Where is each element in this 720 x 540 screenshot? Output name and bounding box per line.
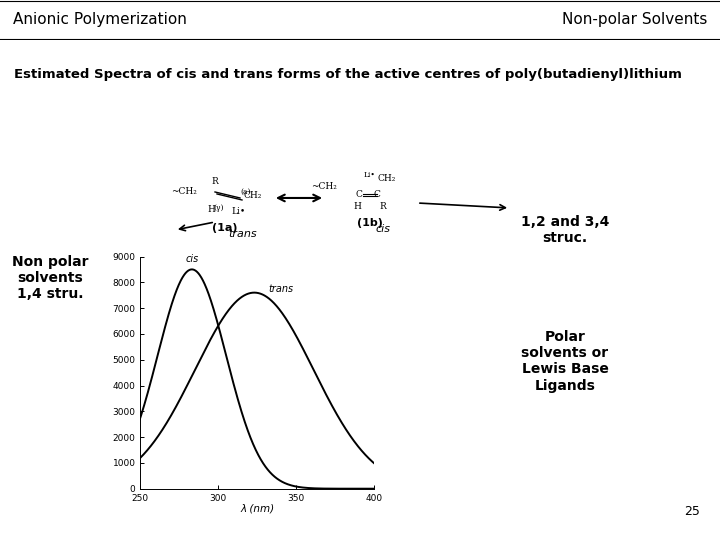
- Text: H: H: [353, 202, 361, 212]
- Text: cis: cis: [376, 224, 390, 234]
- Text: cis: cis: [185, 254, 199, 264]
- X-axis label: λ (nm): λ (nm): [240, 504, 274, 514]
- Text: H: H: [207, 206, 215, 214]
- Text: R: R: [212, 178, 218, 186]
- Text: Anionic Polymerization: Anionic Polymerization: [13, 12, 186, 28]
- Text: CH₂: CH₂: [377, 174, 395, 184]
- Text: Non-polar Solvents: Non-polar Solvents: [562, 12, 707, 28]
- Text: 25: 25: [684, 505, 700, 518]
- Text: Li•: Li•: [364, 171, 376, 179]
- Text: C: C: [374, 191, 380, 199]
- Text: Li•: Li•: [232, 207, 246, 217]
- Text: trans: trans: [269, 284, 294, 294]
- Text: trans: trans: [229, 229, 257, 239]
- Text: ~CH₂: ~CH₂: [311, 183, 337, 192]
- Text: Polar
solvents or
Lewis Base
Ligands: Polar solvents or Lewis Base Ligands: [521, 330, 608, 393]
- Text: ~CH₂: ~CH₂: [171, 187, 197, 197]
- Text: (1a): (1a): [212, 223, 238, 233]
- Text: Non polar
solvents
1,4 stru.: Non polar solvents 1,4 stru.: [12, 255, 89, 301]
- Text: (γ): (γ): [214, 204, 224, 212]
- Text: (a): (a): [240, 188, 251, 196]
- Text: R: R: [379, 202, 387, 212]
- Text: (1b): (1b): [357, 218, 383, 228]
- Text: C: C: [356, 191, 362, 199]
- Text: Estimated Spectra of cis and trans forms of the active centres of poly(butadieny: Estimated Spectra of cis and trans forms…: [14, 68, 682, 81]
- Text: 1,2 and 3,4
struc.: 1,2 and 3,4 struc.: [521, 215, 609, 245]
- Text: CH₂: CH₂: [243, 192, 261, 200]
